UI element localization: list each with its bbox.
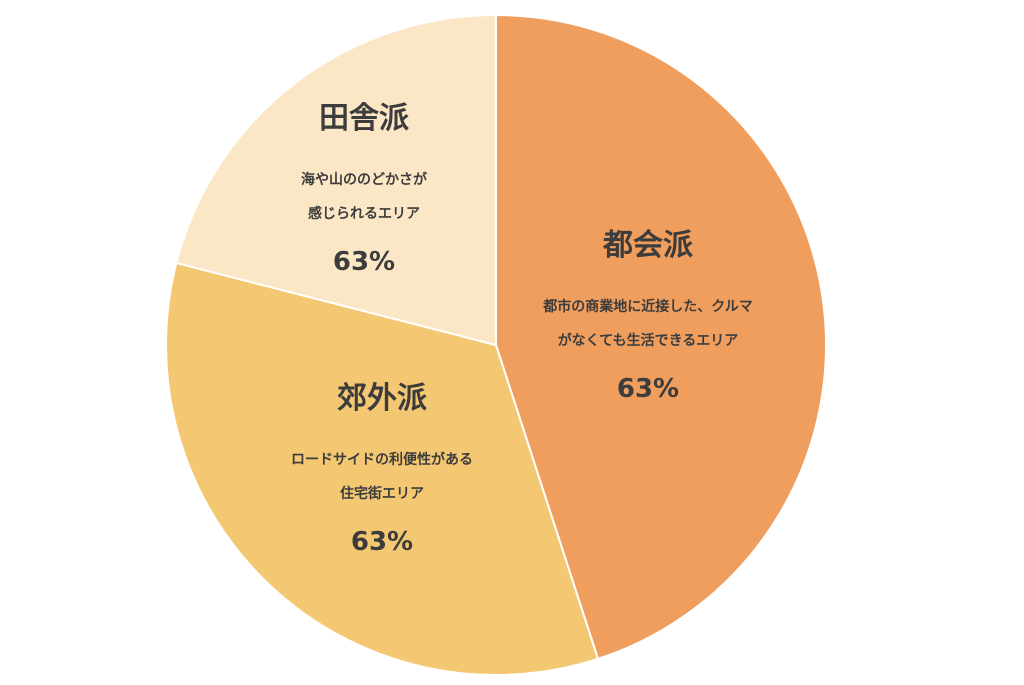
- slices-layer: [165, 13, 827, 676]
- slice-value-label-inaka: 63%: [333, 247, 395, 277]
- slice-description-line-tokai: 都市の商業地に近接した、クルマ: [542, 298, 753, 315]
- pie-slice-kogai: [165, 261, 600, 676]
- pie-slice-tokai: [495, 13, 827, 661]
- slice-description-line-kogai: 住宅街エリア: [340, 485, 424, 502]
- slice-description-line-inaka: 感じられるエリア: [308, 205, 420, 222]
- labels-layer: 都会派都市の商業地に近接した、クルマがなくても生活できるエリア63%郊外派ロード…: [291, 101, 753, 557]
- slice-description-line-tokai: がなくても生活できるエリア: [558, 332, 739, 349]
- slice-title-tokai: 都会派: [602, 228, 693, 263]
- slice-title-inaka: 田舎派: [319, 101, 409, 136]
- slice-value-label-kogai: 63%: [351, 527, 413, 557]
- slice-value-label-tokai: 63%: [617, 374, 679, 404]
- slice-title-kogai: 郊外派: [337, 381, 427, 416]
- pie-slice-inaka: [175, 13, 497, 347]
- slice-description-line-kogai: ロードサイドの利便性がある: [291, 451, 473, 468]
- slice-description-line-inaka: 海や山ののどかさが: [301, 171, 428, 188]
